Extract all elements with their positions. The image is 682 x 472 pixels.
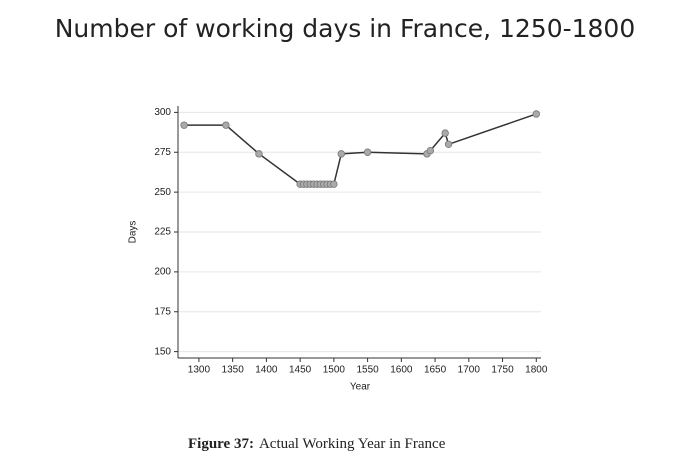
y-tick-label: 275 [154,147,171,158]
caption-label: Figure 37: [188,436,254,452]
y-tick-label: 300 [154,107,171,118]
data-point [255,150,263,158]
data-point [180,121,188,129]
x-tick-label: 1750 [491,365,514,376]
y-axis-label: Days [128,221,139,244]
y-tick-label: 250 [154,187,171,198]
data-point [363,148,372,156]
x-tick-label: 1700 [458,365,481,376]
data-point [426,146,435,155]
y-tick-label: 200 [154,267,171,278]
x-tick-label: 1350 [222,365,245,376]
x-tick-label: 1300 [188,365,211,376]
y-tick-label: 225 [154,227,171,238]
data-point [441,129,449,137]
x-tick-label: 1800 [525,365,548,376]
x-axis-label: Year [350,382,371,393]
x-tick-label: 1450 [289,365,312,376]
data-point [444,140,453,148]
data-point [532,110,540,118]
y-tick-label: 150 [154,346,171,357]
y-tick-label: 175 [154,306,171,317]
x-tick-label: 1650 [424,365,447,376]
caption-text: Actual Working Year in France [259,436,446,452]
data-point [222,121,230,129]
data-point [337,150,345,158]
chart-title: Number of working days in France, 1250-1… [55,14,636,43]
caption: Figure 37: Actual Working Year in France [188,436,446,452]
x-tick-label: 1550 [356,365,379,376]
data-line [184,113,537,185]
x-tick-label: 1400 [255,365,278,376]
x-tick-label: 1500 [323,365,346,376]
x-tick-label: 1600 [390,365,413,376]
data-point [330,180,338,188]
